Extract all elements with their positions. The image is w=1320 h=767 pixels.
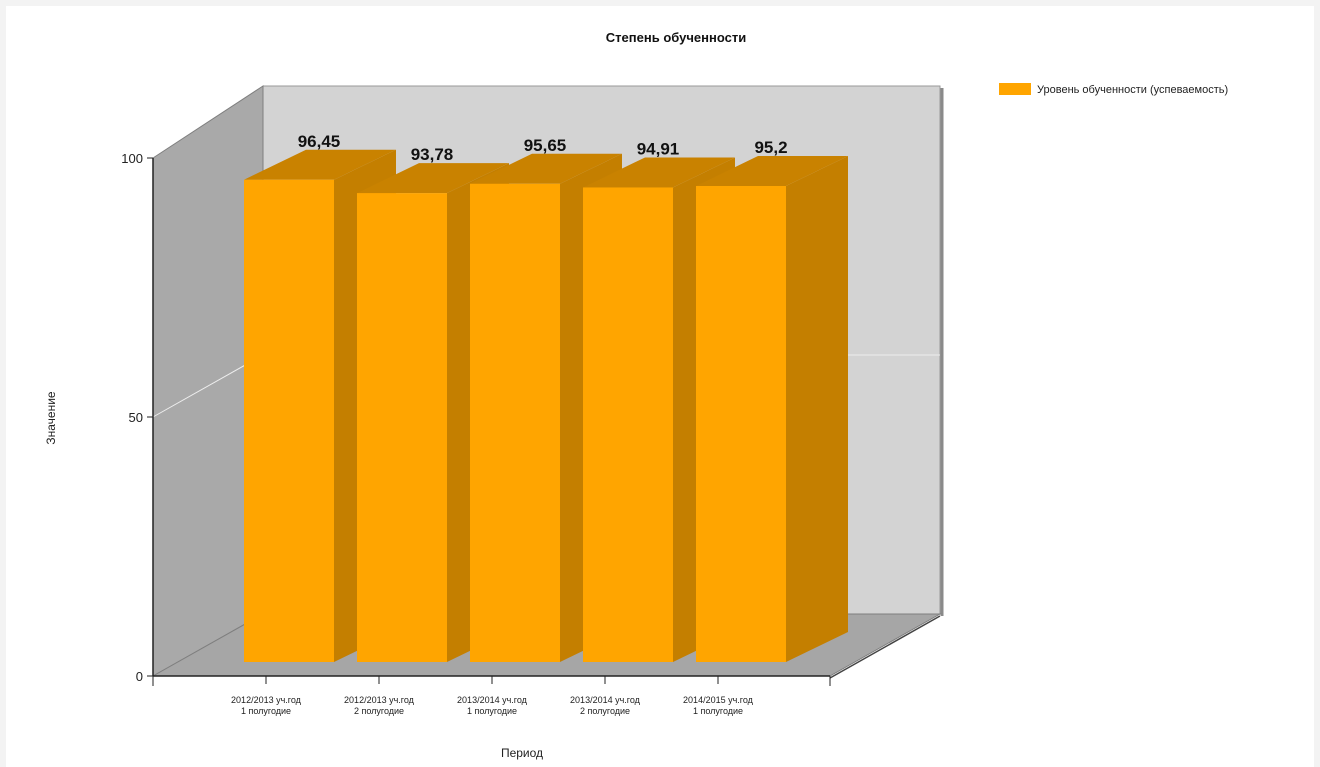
y-tick-label-100: 100 <box>121 151 143 166</box>
x-tick-label-5: 2014/2015 уч.год 1 полугодие <box>683 695 754 716</box>
data-label-5: 95,2 <box>754 138 787 157</box>
legend: Уровень обученности (успеваемость) <box>999 83 1228 96</box>
legend-swatch <box>999 83 1031 95</box>
bar-top-2 <box>357 163 509 194</box>
bar-top-3 <box>470 153 622 184</box>
x-tick-label-line: 1 полугодие <box>693 706 743 716</box>
data-label-1: 96,45 <box>298 132 341 151</box>
bar-top-5 <box>696 156 848 186</box>
bar-front-3 <box>470 183 560 662</box>
bar-5 <box>696 156 848 662</box>
x-tick-label-2: 2012/2013 уч.год 2 полугодие <box>344 695 415 716</box>
x-tick-label-line: 2013/2014 уч.год <box>570 695 641 705</box>
bar-front-2 <box>357 193 447 662</box>
chart-labels: 96,45 93,78 95,65 94,91 95,2 <box>298 132 788 164</box>
x-tick-label-line: 1 полугодие <box>241 706 291 716</box>
y-axis-label: Значение <box>44 391 58 445</box>
x-axis-label: Период <box>501 746 543 760</box>
bar-top-1 <box>244 149 396 180</box>
y-tick-label-50: 50 <box>129 410 143 425</box>
x-tick-label-line: 2014/2015 уч.год <box>683 695 754 705</box>
bar-series <box>244 149 848 662</box>
x-tick-label-line: 2012/2013 уч.год <box>231 695 302 705</box>
x-tick-label-line: 1 полугодие <box>467 706 517 716</box>
y-tick-label-0: 0 <box>136 669 143 684</box>
bar-front-4 <box>583 187 673 662</box>
x-tick-label-3: 2013/2014 уч.год 1 полугодие <box>457 695 528 716</box>
x-tick-label-line: 2013/2014 уч.год <box>457 695 528 705</box>
x-tick-label-line: 2 полугодие <box>354 706 404 716</box>
data-label-2: 93,78 <box>411 145 454 164</box>
x-tick-label-1: 2012/2013 уч.год 1 полугодие <box>231 695 302 716</box>
bar-side-5 <box>786 156 848 662</box>
data-label-4: 94,91 <box>637 139 680 158</box>
bar-front-1 <box>244 179 334 662</box>
floor-edge <box>829 615 941 679</box>
chart-title: Степень обученности <box>606 30 746 45</box>
x-tick-label-line: 2 полугодие <box>580 706 630 716</box>
x-tick-label-line: 2012/2013 уч.год <box>344 695 415 705</box>
x-tick-label-4: 2013/2014 уч.год 2 полугодие <box>570 695 641 716</box>
bar-top-4 <box>583 157 735 188</box>
data-label-3: 95,65 <box>524 136 567 155</box>
bar-front-5 <box>696 186 786 662</box>
legend-entry-label: Уровень обученности (успеваемость) <box>1037 84 1228 96</box>
